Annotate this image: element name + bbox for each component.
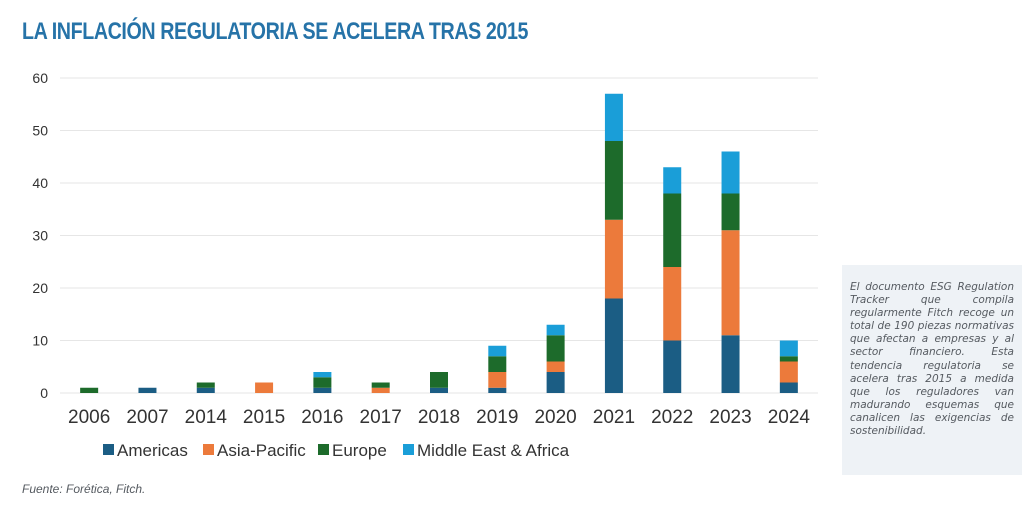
- y-tick-label: 50: [32, 123, 48, 139]
- x-tick-label: 2023: [709, 407, 751, 428]
- y-tick-label: 40: [32, 175, 48, 191]
- bar-segment: [371, 387, 390, 393]
- y-tick-label: 10: [32, 333, 48, 349]
- legend-label: Asia-Pacific: [217, 441, 306, 460]
- y-tick-label: 0: [40, 385, 48, 401]
- bar-segment: [80, 387, 99, 393]
- bar-segment: [546, 324, 565, 336]
- bar-segment: [779, 356, 798, 362]
- legend-swatch: [203, 444, 214, 455]
- grid-lines: [60, 77, 818, 394]
- x-tick-label: 2014: [185, 407, 228, 428]
- bar-segment: [488, 356, 507, 372]
- bar-segment: [371, 382, 390, 388]
- bar-segment: [721, 193, 740, 231]
- note-text: El documento ESG Regulation Tracker que …: [850, 281, 1014, 438]
- bar-segment: [779, 340, 798, 357]
- bar-segment: [663, 167, 682, 194]
- chart-title: LA INFLACIÓN REGULATORIA SE ACELERA TRAS…: [22, 18, 529, 45]
- x-tick-label: 2017: [360, 407, 402, 428]
- legend: Americas Asia-Pacific Europe Middle East & …: [103, 441, 570, 460]
- x-tick-label: 2006: [68, 407, 110, 428]
- legend-label: Middle East & Africa: [417, 441, 570, 460]
- bar-segment: [313, 377, 332, 388]
- x-tick-label: 2015: [243, 407, 285, 428]
- note-box: El documento ESG Regulation Tracker que …: [842, 265, 1022, 475]
- x-tick-label: 2007: [126, 407, 168, 428]
- bar-segment: [546, 372, 565, 393]
- bars: [80, 93, 798, 393]
- y-tick-label: 20: [32, 280, 48, 296]
- x-tick-label: 2019: [476, 407, 518, 428]
- bar-segment: [313, 372, 332, 378]
- bar-segment: [138, 387, 157, 393]
- legend-swatch: [318, 444, 329, 455]
- legend-swatch: [403, 444, 414, 455]
- legend-swatch: [103, 444, 114, 455]
- bar-segment: [604, 141, 623, 220]
- bar-segment: [488, 345, 507, 357]
- bar-segment: [779, 361, 798, 383]
- bar-segment: [721, 230, 740, 336]
- bar-segment: [604, 93, 623, 141]
- legend-label: Europe: [332, 441, 387, 460]
- bar-segment: [488, 372, 507, 388]
- bar-segment: [196, 387, 215, 393]
- x-tick-label: 2024: [768, 407, 811, 428]
- source-note: Fuente: Forética, Fitch.: [22, 482, 146, 496]
- y-axis-ticks: 0 10 20 30 40 50 60: [32, 70, 48, 401]
- x-tick-label: 2021: [593, 407, 635, 428]
- bar-segment: [721, 335, 740, 393]
- x-tick-label: 2018: [418, 407, 460, 428]
- x-tick-label: 2016: [301, 407, 343, 428]
- bar-segment: [546, 335, 565, 362]
- bar-segment: [779, 382, 798, 393]
- y-tick-label: 60: [32, 70, 48, 86]
- bar-segment: [255, 382, 274, 393]
- bar-segment: [546, 361, 565, 372]
- bar-segment: [430, 372, 448, 388]
- x-tick-label: 2022: [651, 407, 693, 428]
- bar-segment: [313, 387, 332, 393]
- bar-segment: [604, 219, 623, 299]
- bar-segment: [604, 298, 623, 393]
- bar-segment: [430, 387, 448, 393]
- bar-segment: [721, 151, 740, 194]
- legend-label: Americas: [117, 441, 188, 460]
- bar-segment: [488, 387, 507, 393]
- bar-segment: [663, 340, 682, 393]
- bar-segment: [663, 267, 682, 341]
- x-axis-ticks: 2006 2007 2014 2015 2016 2017 2018 2019 2020 2021…: [68, 407, 810, 428]
- x-tick-label: 2020: [534, 407, 576, 428]
- y-tick-label: 30: [32, 228, 48, 244]
- bar-segment: [663, 193, 682, 267]
- bar-segment: [196, 382, 215, 388]
